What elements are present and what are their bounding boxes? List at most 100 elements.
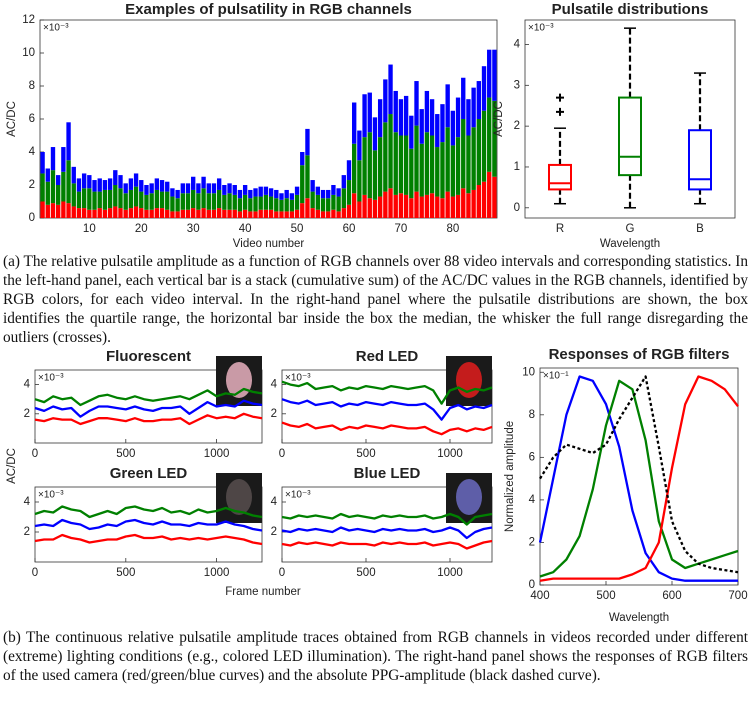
bar-segment [388, 64, 393, 115]
bar-segment [435, 114, 440, 148]
bar-segment [237, 211, 243, 218]
bar-segment [268, 188, 274, 197]
bar-segment [403, 95, 409, 136]
bar-segment [440, 198, 445, 218]
bar-segment [429, 135, 435, 194]
bar-segment [492, 176, 497, 218]
y-tick-label: 4 [271, 496, 278, 508]
bar-segment [315, 209, 321, 218]
bar-segment [471, 127, 476, 190]
y-tick-label: 3 [514, 79, 520, 91]
bar-segment [310, 180, 315, 192]
bar-segment [113, 185, 118, 207]
bar-segment [242, 194, 248, 210]
bar-segment [414, 191, 419, 218]
bar-segment [268, 196, 274, 210]
y-tick-label: 8 [29, 80, 35, 92]
line [34, 533, 263, 546]
chart-title: Fluorescent [106, 348, 191, 365]
bar-segment [289, 211, 295, 218]
bar-segment [123, 183, 128, 194]
bar-segment [315, 194, 321, 210]
bar-segment [61, 147, 66, 172]
x-tick-label: R [556, 223, 564, 235]
bar-segment [367, 92, 372, 133]
bar-segment [159, 191, 165, 209]
x-tick-label: 1000 [437, 448, 463, 460]
y-axis-label: Normalized amplitude [504, 421, 516, 532]
photo-face [456, 479, 482, 515]
bar-segment [403, 194, 409, 218]
bar-segment [377, 196, 383, 218]
bar-segment [107, 178, 113, 190]
photo-face [226, 479, 252, 515]
bar-segment [211, 183, 217, 194]
bar-segment [268, 209, 274, 218]
bar-segment [294, 186, 300, 195]
bar-segment [445, 84, 450, 128]
bar-segment [466, 193, 471, 218]
bar-segment [326, 198, 331, 212]
bar-segment [118, 175, 123, 189]
y-tick-label: 2 [271, 526, 277, 538]
line [281, 526, 493, 540]
line [538, 375, 738, 582]
bar-segment [352, 143, 357, 194]
caption: (b) The continuous relative pulsatile am… [3, 629, 748, 684]
bar-segment [185, 193, 191, 210]
bar-segment [180, 209, 185, 218]
bar-segment [139, 208, 144, 218]
y-tick-label: 10 [522, 366, 535, 378]
y-tick-label: 2 [24, 526, 30, 538]
bar-segment [222, 194, 227, 210]
y-tick-label: 4 [29, 146, 36, 158]
bar-segment [216, 208, 222, 218]
y-tick-label: 2 [514, 120, 520, 132]
bar-segment [383, 191, 388, 218]
y-tick-label: 4 [24, 379, 31, 391]
bar-segment [471, 189, 476, 218]
bar-segment [92, 180, 97, 192]
bar-segment [242, 209, 248, 218]
bar-segment [393, 90, 398, 133]
bar-segment [409, 198, 414, 218]
bar-segment [66, 160, 71, 204]
bar-segment [149, 183, 154, 194]
y-axis-label: AC/DC [6, 448, 18, 484]
bar-segment [450, 196, 456, 218]
x-tick-label: 20 [135, 223, 148, 235]
bar-segment [398, 99, 404, 136]
bar-segment [206, 209, 211, 218]
bar-segment [393, 194, 398, 218]
bar-segment [341, 188, 346, 209]
bar-segment [398, 193, 404, 218]
bar-segment [320, 198, 326, 212]
bar-segment [154, 178, 160, 190]
bar-segment [227, 183, 232, 194]
bar-segment [133, 186, 139, 207]
bar-segment [128, 178, 134, 190]
bar-segment [97, 191, 102, 209]
bar-segment [393, 132, 398, 195]
bar-segment [66, 122, 71, 161]
bar-segment [320, 211, 326, 218]
bar-segment [492, 100, 497, 177]
bar-segment [274, 189, 279, 199]
bar-segment [346, 180, 352, 205]
bar-segment [310, 191, 315, 209]
bar-segment [123, 193, 128, 210]
bar-segment [492, 49, 497, 101]
x-tick-label: 500 [596, 590, 615, 602]
bar-segment [133, 173, 139, 187]
x-tick-label: 400 [530, 590, 549, 602]
bar-segment [341, 208, 346, 218]
bar-segment [248, 198, 253, 212]
bar-segment [248, 189, 253, 199]
y-tick-label: 2 [24, 408, 30, 420]
bar-segment [481, 181, 487, 218]
bar-segment [455, 97, 461, 138]
bar-segment [154, 208, 160, 218]
bar-segment [76, 191, 82, 209]
bar-segment [263, 209, 269, 218]
bar-segment [149, 193, 154, 210]
